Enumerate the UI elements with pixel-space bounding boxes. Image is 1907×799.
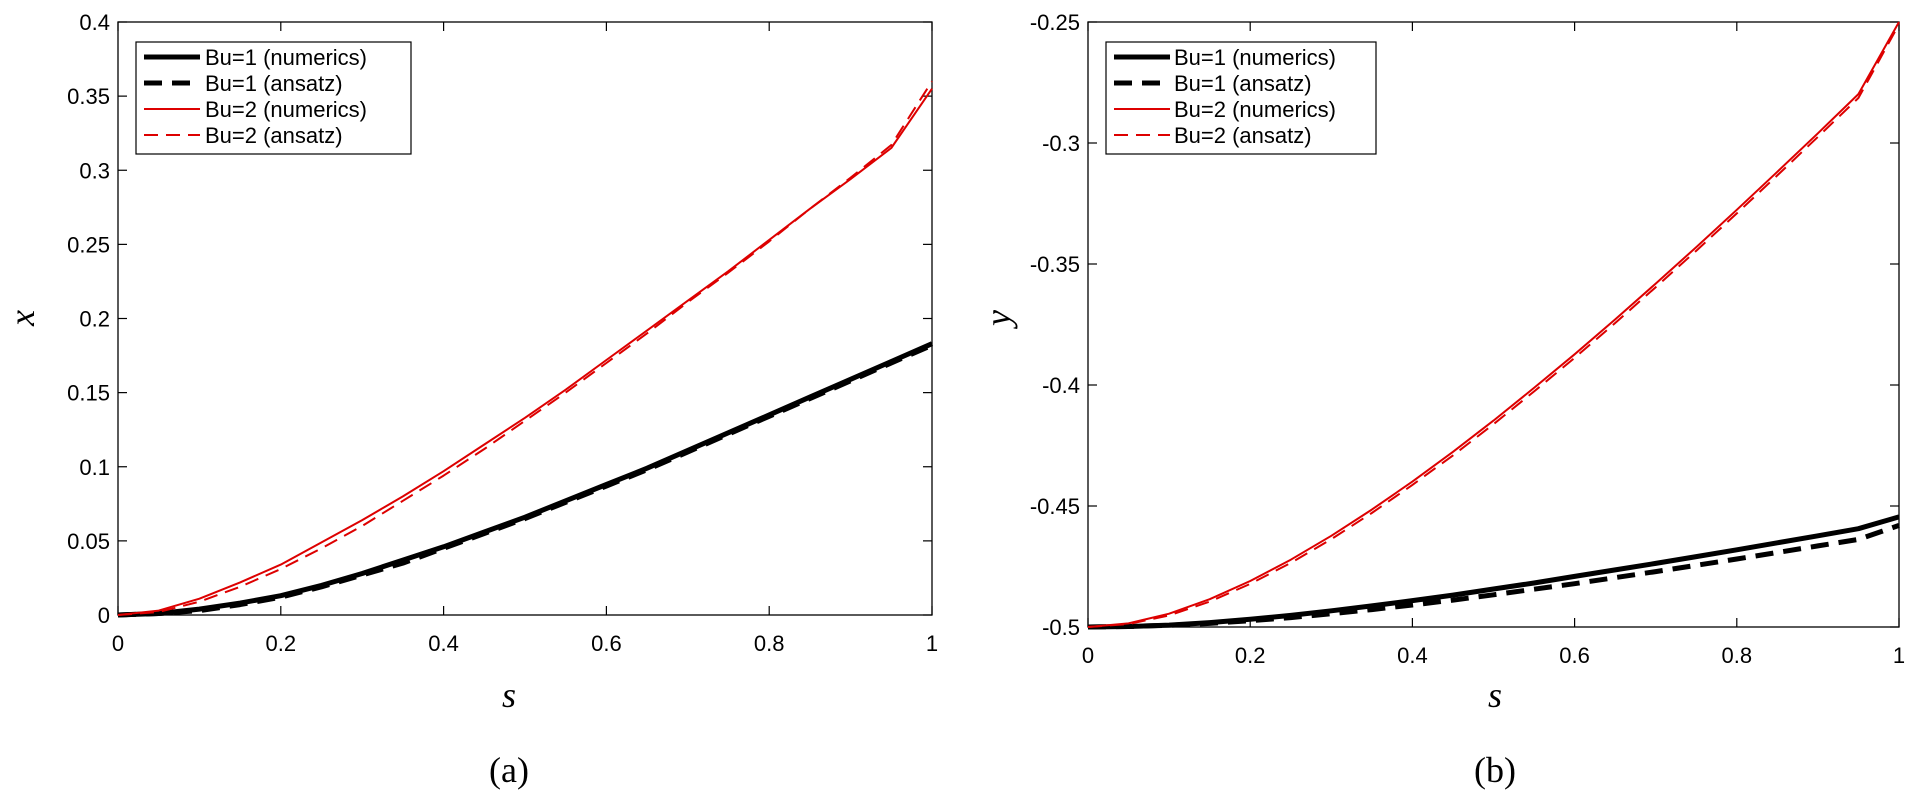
panel-a-series-lines: [117, 80, 934, 618]
y-tick-label: -0.35: [1030, 252, 1080, 277]
x-tick-label: 0.6: [591, 631, 622, 656]
series-line-4: [117, 80, 933, 616]
series-line-4: [1087, 23, 1900, 628]
panel-b-x-axis-label: s: [1488, 675, 1502, 715]
panel-a-legend-swatches: [144, 54, 200, 136]
x-tick-label: 0: [1082, 643, 1094, 668]
panel-b-legend-entry-4: Bu=2 (ansatz): [1174, 123, 1312, 148]
panel-b-legend-swatches: [1114, 54, 1170, 136]
x-tick-label: 0.6: [1559, 643, 1590, 668]
x-tick-label: 0: [112, 631, 124, 656]
panel-b-legend-box: [1105, 41, 1377, 155]
x-tick-label: 1: [926, 631, 938, 656]
series-line-2: [117, 342, 934, 618]
y-tick-label: 0.25: [67, 232, 110, 257]
panel-a-label: (a): [489, 750, 529, 790]
panel-b-series-lines: [1087, 21, 1900, 630]
panel-a: 0 0.2 0.4 0.6 0.8 1 0 0.05 0.1 0.15 0.2 0.25 0.3 0.3…: [2, 10, 938, 790]
panel-a-y-ticks: 0 0.05 0.1 0.15 0.2 0.25 0.3 0.35 0.4: [67, 10, 932, 628]
y-tick-label: 0.4: [79, 10, 110, 35]
panel-b-legend-entry-1: Bu=1 (numerics): [1174, 45, 1336, 70]
y-tick-label: 0.35: [67, 84, 110, 109]
panel-a-x-axis-label: s: [502, 675, 516, 715]
panel-a-legend-entry-1: Bu=1 (numerics): [205, 45, 367, 70]
y-tick-label: 0.15: [67, 381, 110, 406]
series-line-1: [1087, 514, 1900, 630]
x-tick-label: 0.8: [1722, 643, 1753, 668]
panel-a-x-ticks: 0 0.2 0.4 0.6 0.8 1: [112, 22, 938, 656]
series-line-2: [1087, 523, 1900, 630]
x-tick-label: 0.2: [1235, 643, 1266, 668]
y-tick-label: -0.4: [1042, 373, 1080, 398]
panel-b-y-axis-label: y: [978, 310, 1018, 329]
panel-a-legend-entry-3: Bu=2 (numerics): [205, 97, 367, 122]
panel-b-label: (b): [1474, 750, 1516, 790]
panel-b-y-ticks: -0.5 -0.45 -0.4 -0.35 -0.3 -0.25: [1030, 10, 1899, 640]
panel-a-legend: Bu=1 (numerics) Bu=1 (ansatz) Bu=2 (nume…: [135, 41, 412, 155]
panel-a-legend-box: [135, 41, 412, 155]
panel-b-legend-entry-3: Bu=2 (numerics): [1174, 97, 1336, 122]
y-tick-label: -0.45: [1030, 494, 1080, 519]
series-line-3: [1087, 21, 1900, 628]
y-tick-label: -0.3: [1042, 131, 1080, 156]
x-tick-label: 1: [1893, 643, 1905, 668]
y-tick-label: 0.3: [79, 158, 110, 183]
series-line-3: [117, 88, 933, 616]
panel-a-legend-entry-4: Bu=2 (ansatz): [205, 123, 343, 148]
panel-b-plot-frame: [1087, 21, 1900, 628]
y-tick-label: 0: [98, 603, 110, 628]
y-tick-label: 0.05: [67, 529, 110, 554]
x-tick-label: 0.2: [266, 631, 297, 656]
panel-b-legend: Bu=1 (numerics) Bu=1 (ansatz) Bu=2 (nume…: [1105, 41, 1377, 155]
panel-b-x-ticks: 0 0.2 0.4 0.6 0.8 1: [1082, 22, 1905, 668]
x-tick-label: 0.4: [1397, 643, 1428, 668]
y-tick-label: -0.25: [1030, 10, 1080, 35]
series-line-1: [117, 341, 934, 618]
panel-b-legend-entry-2: Bu=1 (ansatz): [1174, 71, 1312, 96]
y-tick-label: -0.5: [1042, 615, 1080, 640]
x-tick-label: 0.8: [754, 631, 785, 656]
y-tick-label: 0.2: [79, 307, 110, 332]
x-tick-label: 0.4: [428, 631, 459, 656]
panel-b: 0 0.2 0.4 0.6 0.8 1 -0.5-0.45-0.4-0.35-0.3-0.…: [978, 10, 1905, 790]
y-tick-label: 0.1: [79, 455, 110, 480]
panel-a-legend-entry-2: Bu=1 (ansatz): [205, 71, 343, 96]
panel-a-y-axis-label: x: [2, 310, 42, 327]
